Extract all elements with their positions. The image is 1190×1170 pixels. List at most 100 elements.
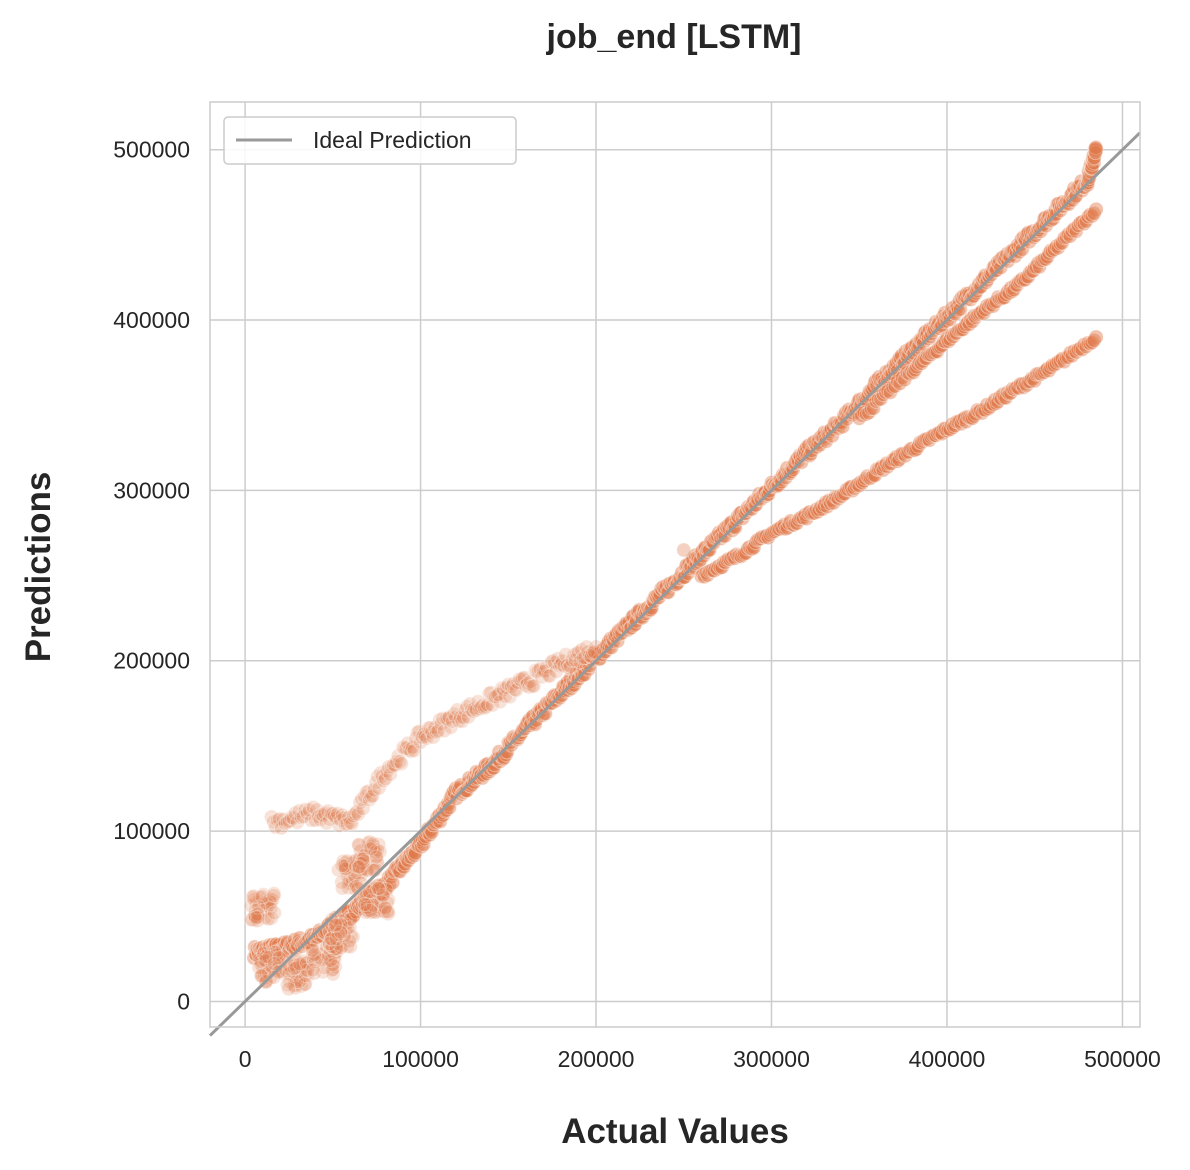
data-point	[775, 521, 791, 537]
data-point	[253, 953, 269, 969]
data-point	[247, 908, 263, 924]
data-point	[266, 886, 282, 902]
data-point	[343, 875, 359, 891]
data-point	[333, 911, 349, 927]
data-point	[984, 395, 1000, 411]
data-point	[325, 806, 341, 822]
data-point	[395, 739, 411, 755]
data-point	[1086, 150, 1102, 166]
data-point	[998, 390, 1014, 406]
data-point	[277, 815, 293, 831]
data-point	[1020, 269, 1036, 285]
data-point	[551, 658, 567, 674]
data-point	[510, 732, 526, 748]
data-point	[1086, 205, 1102, 221]
data-point	[533, 702, 549, 718]
data-point	[807, 505, 823, 521]
data-point	[381, 869, 397, 885]
data-point	[567, 668, 583, 684]
data-point	[376, 904, 392, 920]
data-point	[923, 347, 939, 363]
data-point	[307, 946, 323, 962]
data-point	[704, 562, 720, 578]
data-point	[901, 444, 917, 460]
data-point	[819, 499, 835, 515]
data-point	[246, 892, 262, 908]
data-point	[327, 941, 343, 957]
data-point	[1070, 218, 1086, 234]
data-point	[524, 678, 540, 694]
data-point	[735, 547, 751, 563]
data-point	[289, 958, 305, 974]
data-point	[1028, 259, 1044, 275]
data-point	[1060, 349, 1076, 365]
data-point	[293, 959, 309, 975]
data-point	[359, 898, 375, 914]
data-point	[808, 436, 824, 452]
data-point	[267, 940, 283, 956]
data-point	[368, 904, 384, 920]
data-point	[304, 942, 320, 958]
data-point	[442, 790, 458, 806]
data-point	[920, 431, 936, 447]
data-point	[456, 710, 472, 726]
data-point	[362, 792, 378, 808]
data-point	[921, 432, 937, 448]
data-point	[990, 394, 1006, 410]
data-point	[750, 491, 766, 507]
data-point	[543, 654, 559, 670]
data-point	[441, 800, 457, 816]
data-point	[505, 729, 521, 745]
data-point	[500, 677, 516, 693]
data-point	[990, 289, 1006, 305]
data-point	[269, 812, 285, 828]
data-point	[337, 923, 353, 939]
data-point	[399, 852, 415, 868]
data-point	[686, 560, 702, 576]
data-point	[368, 883, 384, 899]
data-point	[363, 841, 379, 857]
data-point	[289, 814, 305, 830]
data-point	[1014, 241, 1030, 257]
data-point	[535, 663, 551, 679]
data-point	[354, 791, 370, 807]
data-point	[393, 857, 409, 873]
data-point	[657, 581, 673, 597]
data-point	[481, 686, 497, 702]
data-point	[510, 675, 526, 691]
data-point	[271, 811, 287, 827]
data-point	[414, 839, 430, 855]
data-point	[1022, 264, 1038, 280]
data-point	[371, 881, 387, 897]
data-point	[894, 370, 910, 386]
data-point	[1062, 228, 1078, 244]
data-point	[317, 960, 333, 976]
data-point	[836, 408, 852, 424]
data-point	[355, 851, 371, 867]
data-point	[909, 441, 925, 457]
data-point	[373, 765, 389, 781]
data-point	[328, 810, 344, 826]
data-point	[961, 316, 977, 332]
data-point	[278, 936, 294, 952]
data-point	[874, 459, 890, 475]
data-point	[405, 739, 421, 755]
data-point	[866, 467, 882, 483]
data-point	[1025, 263, 1041, 279]
data-point	[455, 784, 471, 800]
data-point	[427, 720, 443, 736]
data-point	[1011, 380, 1027, 396]
data-point	[499, 680, 515, 696]
data-point	[376, 876, 392, 892]
data-point	[904, 363, 920, 379]
data-point	[1081, 170, 1097, 186]
data-point	[736, 546, 752, 562]
data-point	[523, 673, 539, 689]
data-point	[849, 397, 865, 413]
data-point	[810, 504, 826, 520]
data-point	[537, 663, 553, 679]
data-point	[636, 604, 652, 620]
data-point	[365, 897, 381, 913]
data-point	[888, 449, 904, 465]
data-point	[727, 520, 743, 536]
